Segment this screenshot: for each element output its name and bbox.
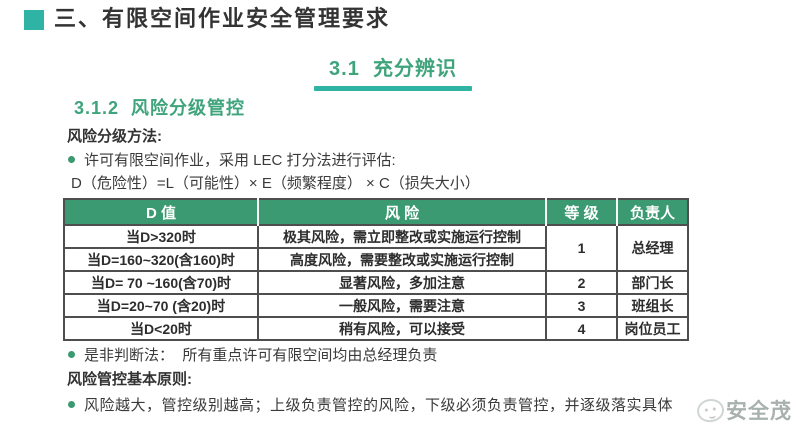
section-title: 3.1 充分辨识	[329, 58, 457, 80]
cell-risk: 显著风险，多加注意	[257, 270, 547, 295]
cell-d-value: 当D=20~70 (含20)时	[63, 293, 259, 318]
table-row: 当D= 70 ~160(含70)时 显著风险，多加注意 2 部门长	[63, 270, 689, 295]
cell-level-merged: 1	[545, 224, 618, 272]
cell-d-value: 当D<20时	[63, 316, 259, 341]
bullet-dot-icon	[68, 156, 75, 163]
title-bullet-square-icon	[24, 10, 44, 30]
cell-owner: 部门长	[616, 270, 689, 295]
judgement-bullet: 是非判断法： 所有重点许可有限空间均由总经理负责	[68, 344, 437, 365]
cell-risk: 高度风险，需要整改或实施运行控制	[257, 247, 547, 272]
subsection-title: 3.1.2 风险分级管控	[74, 98, 246, 118]
table-header-row: D 值 风 险 等 级 负责人	[64, 199, 688, 225]
cell-risk: 极其风险，需立即整改或实施运行控制	[257, 224, 547, 249]
cell-risk: 一般风险，需要注意	[257, 293, 547, 318]
col-header-risk: 风 险	[258, 199, 547, 225]
watermark-text: 安全茂	[726, 400, 792, 423]
cell-d-value: 当D= 70 ~160(含70)时	[63, 270, 259, 295]
table-row: 当D<20时 稍有风险，可以接受 4 岗位员工	[63, 316, 689, 341]
principles-label: 风险管控基本原则:	[67, 371, 192, 388]
risk-method-label: 风险分级方法:	[67, 128, 162, 145]
bullet-dot-icon	[68, 351, 75, 358]
watermark: 安全茂	[693, 393, 794, 427]
col-header-owner: 负责人	[617, 199, 688, 225]
section-underline	[314, 86, 472, 91]
principles-bullet-text: 风险越大，管控级别越高；上级负责管控的风险，下级必须负责管控，并逐级落实具体	[84, 397, 674, 414]
cell-level: 3	[545, 293, 618, 318]
bullet-dot-icon	[68, 401, 75, 408]
cell-level: 4	[545, 316, 618, 341]
cell-risk: 稍有风险，可以接受	[257, 316, 547, 341]
cell-owner: 岗位员工	[616, 316, 689, 341]
cell-owner: 班组长	[616, 293, 689, 318]
risk-method-bullet-text: 许可有限空间作业，采用 LEC 打分法进行评估:	[84, 152, 396, 169]
risk-table: D 值 风 险 等 级 负责人 当D>320时 极其风险，需立即整改或实施运行控…	[63, 198, 689, 341]
table-row: 当D=160~320(含160)时 高度风险，需要整改或实施运行控制	[63, 247, 688, 272]
col-header-d-value: D 值	[64, 199, 259, 225]
risk-method-bullet: 许可有限空间作业，采用 LEC 打分法进行评估:	[68, 149, 396, 170]
cell-level: 2	[545, 270, 618, 295]
judgement-bullet-text: 是非判断法： 所有重点许可有限空间均由总经理负责	[84, 347, 438, 364]
lec-formula: D（危险性）=L（可能性）× E（频繁程度） × C（损失大小）	[71, 175, 480, 192]
principles-bullet: 风险越大，管控级别越高；上级负责管控的风险，下级必须负责管控，并逐级落实具体	[68, 394, 673, 415]
page-title: 三、有限空间作业安全管理要求	[54, 6, 391, 31]
cell-d-value: 当D>320时	[63, 224, 259, 249]
cell-owner-merged: 总经理	[616, 224, 689, 272]
col-header-level: 等 级	[546, 199, 618, 225]
mascot-face-icon	[695, 396, 726, 424]
section-heading: 3.1 充分辨识	[314, 52, 472, 91]
cell-d-value: 当D=160~320(含160)时	[63, 247, 259, 272]
table-row: 当D=20~70 (含20)时 一般风险，需要注意 3 班组长	[63, 293, 689, 318]
table-row: 当D>320时 极其风险，需立即整改或实施运行控制 1 总经理	[63, 224, 689, 272]
